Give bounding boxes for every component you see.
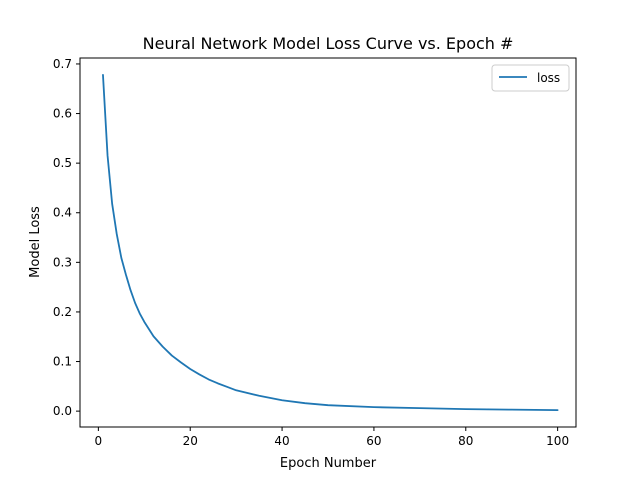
y-tick-label: 0.4 — [53, 206, 72, 220]
y-tick-label: 0.5 — [53, 156, 72, 170]
y-axis-label: Model Loss — [28, 206, 43, 278]
y-tick-label: 0.7 — [53, 57, 72, 71]
y-tick-label: 0.0 — [53, 404, 72, 418]
x-tick-label: 20 — [183, 434, 198, 448]
x-tick-label: 100 — [546, 434, 569, 448]
y-tick-label: 0.6 — [53, 107, 72, 121]
x-axis-label: Epoch Number — [280, 456, 377, 471]
x-tick-label: 60 — [366, 434, 381, 448]
series-line-loss — [102, 73, 559, 412]
chart-title: Neural Network Model Loss Curve vs. Epoc… — [143, 34, 514, 53]
y-tick-label: 0.1 — [53, 355, 72, 369]
x-tick-label: 40 — [274, 434, 289, 448]
x-axis-ticks: 0 20 40 60 80 100 — [95, 427, 569, 448]
x-tick-label: 80 — [458, 434, 473, 448]
y-tick-label: 0.2 — [53, 305, 72, 319]
axes-frame — [79, 57, 577, 428]
x-tick-label: 0 — [95, 434, 103, 448]
legend: loss — [491, 64, 570, 92]
legend-label-loss: loss — [537, 71, 560, 85]
legend-box — [491, 64, 570, 92]
y-axis-ticks: 0.0 0.1 0.2 0.3 0.4 0.5 0.6 0.7 — [53, 57, 80, 418]
y-tick-label: 0.3 — [53, 255, 72, 269]
plot-lines — [102, 73, 559, 412]
